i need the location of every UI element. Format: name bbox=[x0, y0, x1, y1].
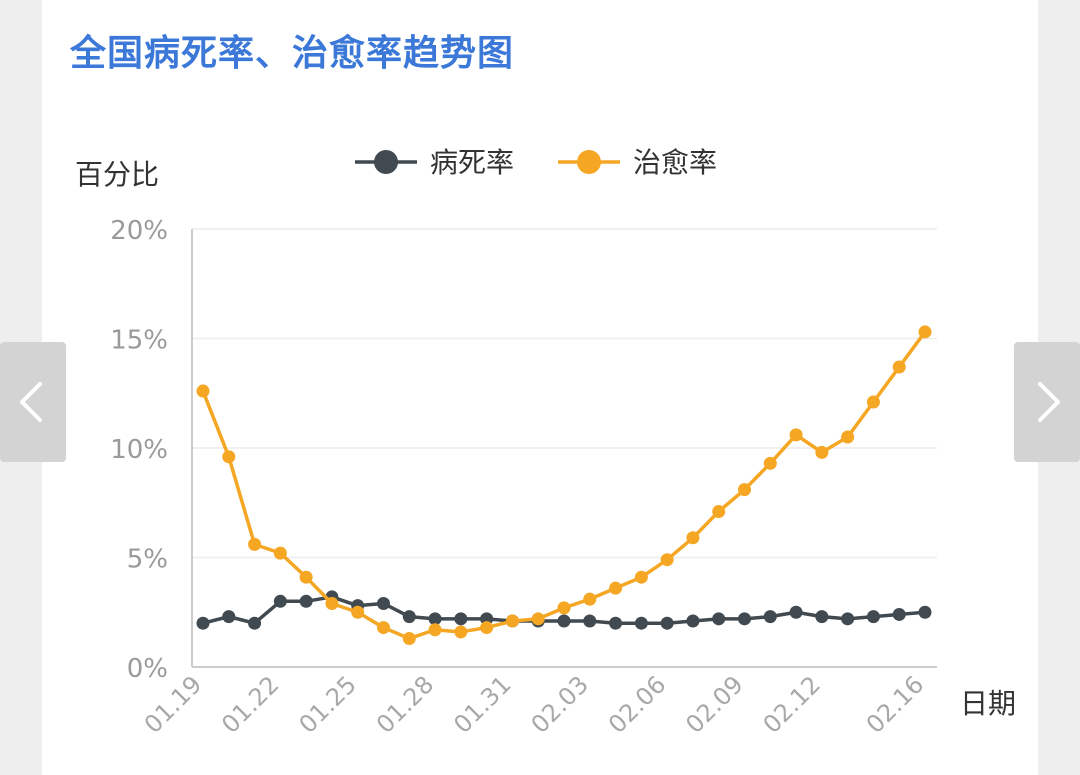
y-tick-label: 15% bbox=[110, 326, 168, 356]
grid-lines bbox=[192, 228, 937, 559]
data-point[interactable] bbox=[377, 621, 390, 635]
data-point[interactable] bbox=[892, 607, 906, 621]
data-point[interactable] bbox=[609, 616, 623, 630]
data-point[interactable] bbox=[841, 612, 855, 626]
y-axis-label: 百分比 bbox=[75, 158, 159, 191]
x-tick-label: 02.06 bbox=[603, 670, 671, 738]
data-point[interactable] bbox=[763, 610, 777, 624]
data-point[interactable] bbox=[299, 594, 313, 608]
data-point[interactable] bbox=[428, 612, 442, 626]
data-point[interactable] bbox=[402, 610, 416, 624]
data-point[interactable] bbox=[789, 605, 803, 619]
data-point[interactable] bbox=[222, 610, 236, 624]
legend-label: 治愈率 bbox=[633, 146, 717, 179]
data-point[interactable] bbox=[273, 594, 287, 608]
data-point[interactable] bbox=[196, 616, 210, 630]
series-recovery bbox=[196, 325, 932, 646]
legend-marker bbox=[577, 150, 601, 174]
data-point[interactable] bbox=[325, 596, 339, 610]
data-point[interactable] bbox=[454, 625, 468, 639]
data-point[interactable] bbox=[866, 395, 880, 409]
data-point[interactable] bbox=[763, 456, 777, 470]
legend-marker bbox=[374, 150, 398, 174]
data-point[interactable] bbox=[789, 428, 803, 442]
y-tick-label: 0% bbox=[127, 654, 168, 684]
data-point[interactable] bbox=[248, 616, 262, 630]
data-point[interactable] bbox=[222, 450, 236, 464]
data-point[interactable] bbox=[377, 596, 390, 610]
legend-item[interactable]: 治愈率 bbox=[558, 146, 717, 179]
series-layer bbox=[196, 325, 932, 646]
data-point[interactable] bbox=[299, 570, 313, 584]
data-point[interactable] bbox=[841, 430, 855, 444]
data-point[interactable] bbox=[634, 616, 648, 630]
data-point[interactable] bbox=[402, 632, 416, 646]
data-point[interactable] bbox=[557, 601, 571, 615]
labels: 百分比 日期 bbox=[75, 158, 1016, 720]
data-point[interactable] bbox=[531, 612, 545, 626]
data-point[interactable] bbox=[660, 553, 674, 567]
data-point[interactable] bbox=[505, 614, 519, 628]
x-axis-label: 日期 bbox=[960, 687, 1016, 720]
x-tick-label: 01.28 bbox=[371, 670, 439, 738]
data-point[interactable] bbox=[428, 623, 442, 637]
data-point[interactable] bbox=[738, 483, 751, 497]
data-point[interactable] bbox=[866, 610, 880, 624]
chevron-right-icon bbox=[1038, 382, 1060, 422]
data-point[interactable] bbox=[609, 581, 623, 595]
data-point[interactable] bbox=[583, 614, 597, 628]
data-point[interactable] bbox=[634, 570, 648, 584]
data-point[interactable] bbox=[738, 612, 751, 626]
data-point[interactable] bbox=[686, 614, 700, 628]
y-tick-label: 10% bbox=[110, 435, 168, 465]
data-point[interactable] bbox=[686, 531, 700, 545]
legend: 病死率 治愈率 bbox=[355, 146, 717, 179]
x-tick-label: 02.12 bbox=[758, 670, 826, 738]
y-tick-label: 5% bbox=[127, 545, 168, 575]
prev-button[interactable] bbox=[0, 342, 66, 462]
data-point[interactable] bbox=[918, 325, 932, 339]
next-button[interactable] bbox=[1014, 342, 1080, 462]
data-point[interactable] bbox=[480, 621, 494, 635]
data-point[interactable] bbox=[892, 360, 906, 374]
data-point[interactable] bbox=[583, 592, 597, 606]
data-point[interactable] bbox=[196, 384, 210, 398]
data-point[interactable] bbox=[351, 605, 365, 619]
data-point[interactable] bbox=[918, 605, 932, 619]
data-point[interactable] bbox=[815, 445, 829, 459]
x-tick-label: 02.09 bbox=[680, 670, 748, 738]
data-point[interactable] bbox=[273, 546, 287, 560]
series-line bbox=[201, 330, 927, 641]
x-tick-label: 02.03 bbox=[526, 670, 594, 738]
legend-item[interactable]: 病死率 bbox=[355, 146, 514, 179]
data-point[interactable] bbox=[557, 614, 571, 628]
x-tick-label: 02.16 bbox=[861, 670, 929, 738]
data-point[interactable] bbox=[454, 612, 468, 626]
x-tick-label: 01.31 bbox=[448, 670, 516, 738]
chart-title: 全国病死率、治愈率趋势图 bbox=[70, 33, 515, 74]
y-tick-label: 20% bbox=[110, 216, 168, 246]
data-point[interactable] bbox=[712, 505, 726, 519]
data-point[interactable] bbox=[248, 537, 262, 551]
data-point[interactable] bbox=[815, 610, 829, 624]
x-tick-label: 01.22 bbox=[216, 670, 284, 738]
x-tick-label: 01.25 bbox=[294, 670, 362, 738]
chevron-left-icon bbox=[20, 382, 42, 422]
legend-label: 病死率 bbox=[430, 146, 514, 179]
data-point[interactable] bbox=[660, 616, 674, 630]
data-point[interactable] bbox=[712, 612, 726, 626]
